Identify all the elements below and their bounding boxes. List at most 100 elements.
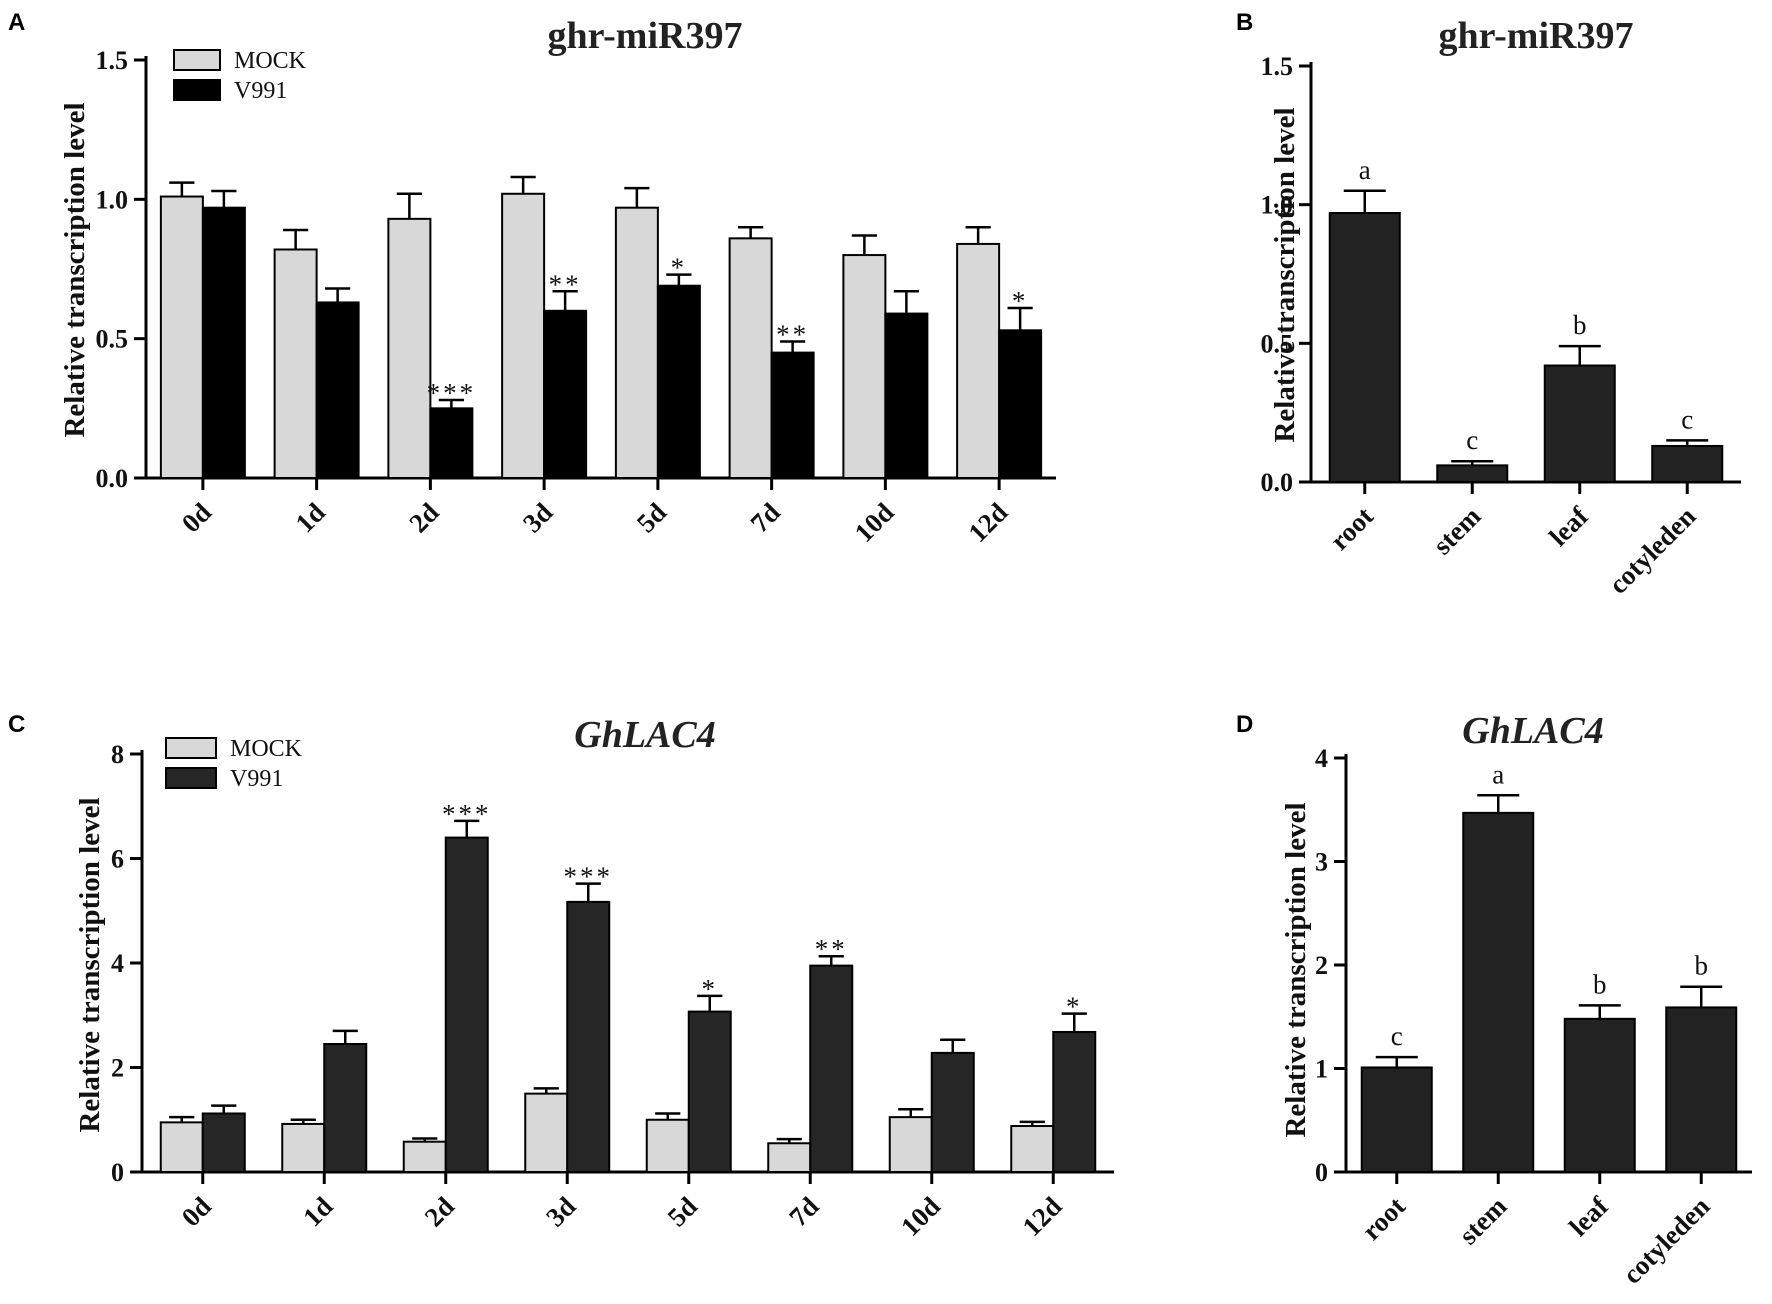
y-tick-label-C: 2 [111,1054,124,1083]
bar-A-mock [728,237,773,479]
legend-label-v991: V991 [234,78,287,104]
x-tick-label-A: 7d [744,497,785,538]
y-tick-label-D: 3 [1315,848,1328,877]
significance-stars-C: *** [564,862,614,892]
bar-C-mock [524,1092,569,1173]
x-tick-label-D: root [1356,1191,1411,1246]
bar-A-v991 [770,351,815,480]
bar-D-value [1462,811,1535,1173]
significance-letter-D: c [1391,1021,1403,1051]
significance-stars-C: * [1066,992,1083,1022]
chart-title-C: GhLAC4 [574,714,715,756]
y-tick-label-A: 0.0 [96,464,129,493]
bar-A-v991 [201,206,246,479]
bar-C-v991 [323,1042,368,1174]
bar-C-v991 [566,900,611,1173]
x-tick-label-D: leaf [1563,1190,1615,1242]
bar-A-mock [614,206,659,479]
y-tick-label-A: 1.5 [96,46,129,75]
bar-A-v991 [998,329,1043,479]
significance-letter-B: c [1466,425,1478,455]
y-tick-label-D: 0 [1315,1158,1328,1187]
legend-swatch-v991 [165,767,217,789]
bar-C-mock [1010,1125,1055,1174]
significance-letter-D: b [1593,969,1607,999]
x-tick-label-C: 1d [297,1191,338,1232]
x-tick-label-A: 1d [289,497,330,538]
bar-A-mock [273,248,318,479]
legend-label-mock: MOCK [230,736,303,762]
panel-label-A: A [8,9,25,36]
x-tick-label-A: 3d [517,497,558,538]
x-tick-label-B: cotyleden [1603,501,1702,600]
bar-A-v991 [656,284,701,479]
y-tick-label-B: 0.0 [1261,468,1294,497]
bar-B-value [1328,211,1401,483]
y-tick-label-A: 1.0 [96,185,129,214]
y-tick-label-D: 2 [1315,951,1328,980]
x-tick-label-D: stem [1453,1191,1513,1251]
significance-letter-B: a [1359,155,1371,185]
bar-A-v991 [429,407,474,480]
significance-stars-A: * [1012,286,1029,316]
legend-swatch-mock [165,737,217,759]
bar-C-mock [159,1121,204,1174]
bar-C-v991 [201,1112,246,1173]
y-tick-label-C: 0 [111,1158,124,1187]
y-tick-label-C: 6 [111,845,124,874]
significance-stars-C: ** [815,934,848,964]
bar-A-mock [387,217,432,479]
y-axis-label-A: Relative transcription level [59,102,91,437]
bar-C-mock [402,1140,447,1173]
bar-A-v991 [315,301,360,479]
bar-A-mock [159,195,204,479]
significance-stars-A: ** [549,269,582,299]
bar-B-value [1651,444,1724,483]
bar-D-value [1360,1066,1433,1173]
bar-D-value [1563,1017,1636,1173]
y-tick-label-C: 8 [111,740,124,769]
significance-letter-B: c [1681,404,1693,434]
x-tick-label-B: leaf [1543,500,1595,552]
bar-A-mock [501,192,546,479]
x-tick-label-A: 5d [631,497,672,538]
bar-A-v991 [884,312,929,479]
bar-A-v991 [543,309,588,479]
panel-label-D: D [1236,711,1253,738]
legend-label-mock: MOCK [234,48,307,74]
y-tick-label-D: 4 [1315,744,1328,773]
chart-title-A: ghr-miR397 [548,15,743,57]
significance-stars-A: ** [776,319,809,349]
bar-C-v991 [809,964,854,1173]
bar-C-mock [645,1118,690,1173]
legend-swatch-v991 [173,79,221,101]
y-axis-label-D: Relative transcription level [1280,802,1312,1137]
y-tick-label-D: 1 [1315,1055,1328,1084]
significance-letter-B: b [1573,310,1587,340]
y-tick-label-A: 0.5 [96,325,129,354]
legend-swatch-mock [173,49,221,71]
x-tick-label-A: 12d [962,497,1013,548]
x-tick-label-B: root [1324,501,1379,556]
bar-C-mock [281,1122,326,1174]
y-tick-label-B: 1.0 [1261,191,1294,220]
chart-title-B: ghr-miR397 [1439,15,1634,57]
y-tick-label-B: 0.5 [1261,329,1294,358]
y-tick-label-C: 4 [111,949,124,978]
x-tick-label-A: 10d [849,497,900,548]
x-tick-label-C: 10d [895,1191,946,1242]
bar-C-mock [888,1116,933,1173]
bar-C-v991 [444,836,489,1173]
significance-letter-D: b [1695,951,1709,981]
bar-C-mock [767,1142,812,1173]
x-tick-label-A: 0d [176,497,217,538]
significance-stars-C: * [702,974,719,1004]
significance-stars-A: *** [427,378,477,408]
chart-title-D: GhLAC4 [1462,710,1603,752]
bar-C-v991 [687,1010,732,1174]
